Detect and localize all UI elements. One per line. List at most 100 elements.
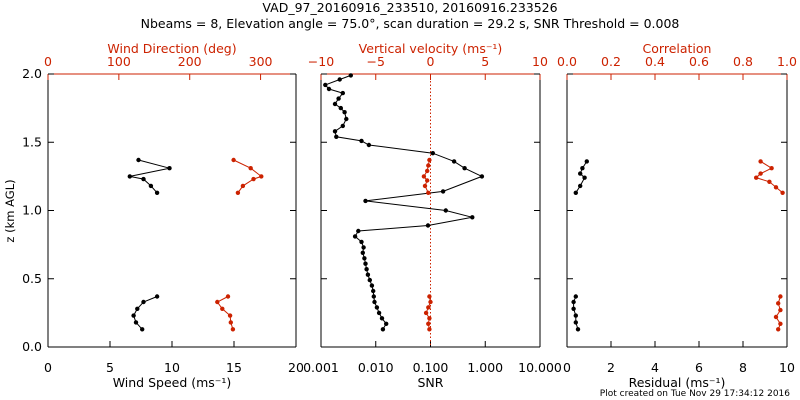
data-point — [240, 183, 246, 189]
data-point — [348, 73, 353, 78]
series-wind-direction — [215, 157, 264, 332]
data-point — [428, 299, 433, 305]
data-point — [140, 327, 145, 332]
data-point — [154, 294, 160, 299]
data-point — [780, 190, 785, 195]
data-point — [332, 129, 338, 134]
data-point — [148, 183, 154, 189]
bottom-axis-label: Wind Speed (ms⁻¹) — [113, 375, 232, 390]
data-point — [133, 320, 139, 325]
data-point — [230, 327, 236, 332]
data-point — [427, 294, 432, 299]
series-line — [755, 160, 783, 194]
data-point — [582, 175, 587, 180]
series-line — [129, 159, 170, 194]
data-point — [337, 77, 342, 82]
data-point — [141, 176, 146, 182]
series-wind-speed — [127, 157, 172, 332]
bottom-tick-label: 0.010 — [358, 360, 394, 375]
top-tick-label: −10 — [308, 54, 334, 69]
data-point — [367, 277, 372, 283]
series-correlation — [754, 159, 785, 332]
top-tick-label: 5 — [481, 54, 489, 69]
data-point — [359, 138, 364, 144]
data-point — [359, 239, 364, 245]
top-axis-label: Correlation — [643, 41, 712, 56]
data-point — [235, 190, 241, 195]
data-point — [340, 90, 345, 96]
data-point — [326, 86, 332, 92]
bottom-tick-label: 6 — [695, 360, 703, 375]
data-point — [421, 174, 427, 179]
data-point — [384, 321, 389, 326]
data-point — [127, 174, 132, 179]
data-point — [340, 123, 345, 129]
y-tick-label: 2.0 — [22, 66, 42, 81]
top-tick-label: −5 — [367, 54, 385, 69]
series-snr — [323, 73, 485, 332]
data-point — [371, 288, 376, 294]
data-point — [372, 299, 377, 305]
data-point — [426, 163, 431, 168]
data-point — [578, 171, 583, 176]
figure-title-line1: VAD_97_20160916_233510, 20160916.233526 — [262, 0, 557, 15]
bottom-tick-label: 0 — [563, 360, 571, 375]
data-point — [427, 157, 432, 163]
data-point — [451, 159, 457, 164]
data-point — [767, 179, 772, 184]
data-point — [228, 320, 233, 325]
data-point — [344, 116, 349, 122]
data-point — [363, 261, 368, 266]
data-point — [776, 327, 781, 332]
data-point — [336, 96, 341, 101]
top-tick-label: 10 — [532, 54, 548, 69]
top-tick-label: 0.6 — [689, 54, 709, 69]
panel-correlation: 0 2 4 6 8 10 Residual (ms⁻¹) 0.0 0.2 0.4 0.6 0.8 1.0… — [557, 41, 797, 390]
data-point — [443, 208, 448, 213]
data-point — [573, 294, 578, 299]
data-point — [365, 272, 371, 277]
y-tick-label: 0.5 — [22, 271, 42, 286]
data-point — [248, 166, 253, 171]
top-tick-label: 300 — [249, 54, 273, 69]
y-tick-label: 1.0 — [22, 203, 42, 218]
data-point — [423, 310, 429, 316]
bottom-tick-label: 20 — [288, 360, 304, 375]
data-point — [251, 176, 256, 182]
data-point — [426, 190, 431, 195]
data-point — [338, 105, 343, 111]
data-point — [363, 198, 368, 204]
data-point — [374, 305, 380, 310]
data-point — [360, 250, 365, 255]
series-vertical-velocity — [421, 157, 433, 332]
data-point — [573, 320, 578, 325]
data-point — [376, 310, 382, 316]
data-point — [578, 183, 583, 189]
data-point — [342, 110, 347, 115]
data-point — [778, 294, 783, 299]
data-point — [136, 157, 141, 163]
data-point — [470, 215, 475, 220]
data-point — [440, 189, 446, 194]
data-point — [141, 299, 146, 305]
series-residual — [571, 159, 589, 332]
data-point — [479, 174, 485, 179]
bottom-tick-label: 15 — [226, 360, 242, 375]
top-tick-label: 0.0 — [557, 54, 577, 69]
data-point — [426, 305, 431, 310]
data-point — [362, 256, 367, 261]
data-point — [571, 306, 576, 311]
data-point — [758, 159, 763, 164]
data-point — [364, 267, 369, 272]
data-point — [575, 327, 581, 332]
data-point — [259, 174, 264, 179]
data-point — [754, 175, 759, 180]
bottom-tick-label: 1.000 — [467, 360, 503, 375]
top-tick-label: 200 — [178, 54, 202, 69]
top-tick-label: 1.0 — [777, 54, 797, 69]
bottom-tick-label: 10.000 — [518, 360, 562, 375]
data-point — [573, 190, 578, 195]
bottom-tick-label: 8 — [739, 360, 747, 375]
